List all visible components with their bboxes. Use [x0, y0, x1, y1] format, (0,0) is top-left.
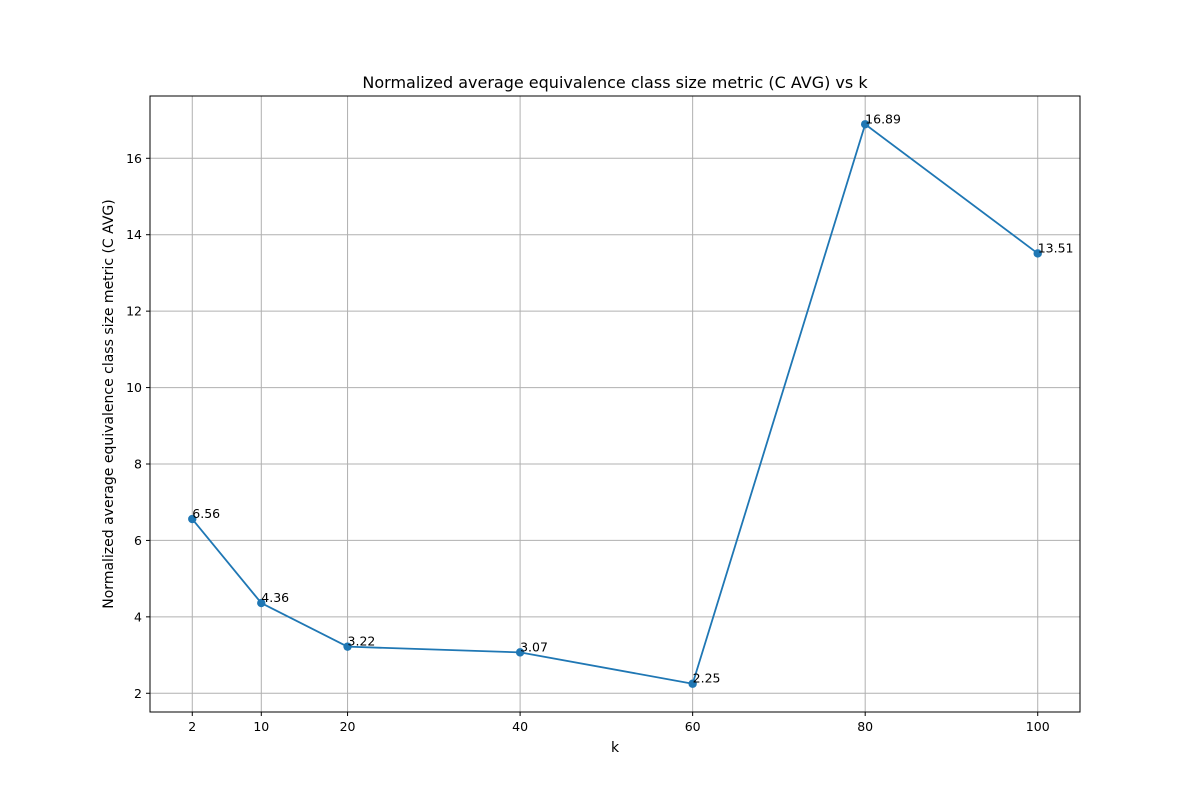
- data-label: 3.07: [520, 639, 548, 654]
- data-point: [257, 598, 266, 608]
- data-label: 16.89: [865, 111, 901, 126]
- tick-layer: 2 10 20 40 60 80 100 2 4 6 8 10 12 14 16: [126, 151, 1050, 734]
- chart-title: Normalized average equivalence class siz…: [362, 73, 868, 92]
- x-tick-label: 40: [512, 719, 528, 734]
- x-tick-label: 80: [857, 719, 873, 734]
- data-point: [860, 120, 870, 129]
- data-label: 13.51: [1038, 240, 1074, 255]
- y-tick-label: 16: [126, 151, 142, 166]
- y-tick-label: 6: [134, 533, 142, 548]
- x-tick-label: 10: [253, 719, 269, 734]
- x-tick-label: 60: [685, 719, 701, 734]
- data-label: 2.25: [693, 671, 721, 686]
- x-axis-label: k: [611, 740, 620, 756]
- y-tick-label: 14: [126, 227, 142, 242]
- data-point: [1033, 249, 1042, 258]
- data-label: 3.22: [348, 634, 376, 649]
- y-axis-label: Normalized average equivalence class siz…: [101, 199, 117, 608]
- data-label-layer: 6.56 4.36 3.22 3.07 2.25 16.89 13.51: [192, 111, 1073, 685]
- data-point: [688, 679, 697, 688]
- data-label: 4.36: [261, 590, 289, 605]
- x-tick-label: 100: [1026, 719, 1050, 734]
- y-tick-label: 12: [126, 304, 142, 319]
- x-tick-label: 20: [340, 719, 356, 734]
- data-point: [188, 514, 197, 524]
- y-tick-label: 10: [126, 380, 142, 395]
- data-label: 6.56: [192, 506, 220, 521]
- series-layer: [188, 120, 1042, 688]
- y-tick-label: 8: [134, 456, 142, 471]
- series-line: [191, 123, 1039, 685]
- y-tick-label: 2: [134, 686, 142, 701]
- x-tick-label: 2: [188, 719, 196, 734]
- data-point: [343, 642, 352, 651]
- data-point: [515, 648, 525, 657]
- grid: [150, 96, 1080, 712]
- y-tick-label: 4: [134, 609, 142, 624]
- axes-frame: [149, 95, 1081, 713]
